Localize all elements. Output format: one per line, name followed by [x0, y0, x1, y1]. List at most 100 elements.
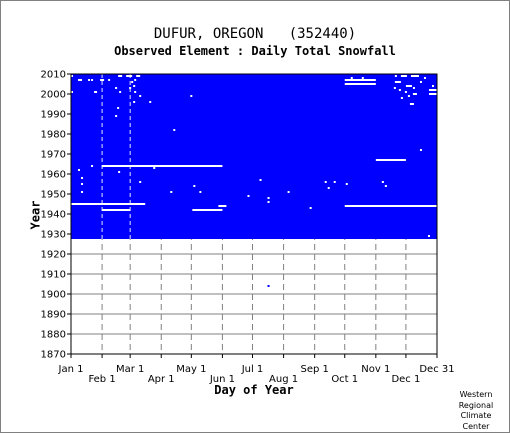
missing-day-mark	[361, 77, 364, 79]
missing-day-mark	[259, 179, 262, 181]
missing-day-mark	[134, 91, 137, 93]
credit-line: Western	[459, 390, 493, 399]
missing-day-mark	[129, 87, 132, 89]
y-tick-label: 1910	[41, 270, 66, 281]
missing-day-mark	[133, 101, 136, 103]
missing-range	[218, 205, 227, 207]
x-tick-label: Oct 1	[331, 374, 358, 385]
missing-day-mark	[139, 95, 142, 97]
credit-line: Climate	[460, 411, 492, 420]
missing-day-mark	[173, 129, 176, 131]
missing-day-mark	[81, 183, 84, 185]
missing-day-mark	[71, 75, 74, 77]
missing-range	[102, 209, 131, 211]
missing-day-mark	[108, 79, 111, 81]
missing-day-mark	[324, 181, 327, 183]
missing-day-mark	[412, 87, 415, 89]
x-tick-label: Mar 1	[116, 364, 144, 375]
missing-range	[102, 165, 223, 167]
x-tick-label: May 1	[176, 364, 206, 375]
missing-day-mark	[345, 183, 348, 185]
missing-day-mark	[407, 95, 410, 97]
credit-block: Western Regional Climate Center	[448, 390, 504, 432]
x-tick-label: Apr 1	[148, 374, 175, 385]
missing-day-mark	[267, 197, 270, 199]
y-tick-label: 1980	[41, 130, 66, 141]
missing-day-mark	[133, 85, 136, 87]
missing-day-mark	[119, 91, 122, 93]
data-coverage-block	[71, 74, 437, 239]
y-tick-label: 1920	[41, 250, 66, 261]
missing-day-mark	[81, 191, 84, 193]
missing-day-mark	[400, 97, 403, 99]
x-tick-label: Jan 1	[58, 364, 84, 375]
missing-day-mark	[149, 101, 152, 103]
missing-range	[94, 91, 98, 93]
x-tick-label: Dec 31	[419, 364, 454, 375]
missing-day-mark	[139, 181, 142, 183]
missing-range	[394, 81, 401, 83]
missing-range	[375, 159, 406, 161]
missing-day-mark	[78, 169, 81, 171]
missing-range	[136, 75, 141, 77]
y-tick-label: 1880	[41, 330, 66, 341]
y-tick-label: 2010	[41, 70, 66, 81]
missing-day-mark	[71, 91, 74, 93]
missing-day-mark	[393, 87, 396, 89]
missing-day-mark	[134, 79, 137, 81]
missing-range	[405, 85, 412, 87]
missing-day-mark	[419, 81, 422, 83]
missing-day-mark	[419, 149, 422, 151]
missing-day-mark	[91, 165, 94, 167]
missing-range	[400, 75, 407, 77]
x-tick-label: Jun 1	[209, 374, 235, 385]
x-tick-label: Aug 1	[269, 374, 298, 385]
missing-range	[78, 79, 83, 81]
y-tick-label: 1930	[41, 230, 66, 241]
missing-day-mark	[350, 77, 353, 79]
missing-range	[410, 75, 419, 77]
chart-title: DUFUR, OREGON (352440)	[153, 26, 357, 42]
missing-day-mark	[91, 79, 94, 81]
missing-range	[71, 203, 146, 205]
missing-range	[428, 89, 437, 91]
x-tick-label: Dec 1	[391, 374, 420, 385]
credit-line: Regional	[458, 400, 494, 410]
missing-day-mark	[117, 107, 120, 109]
x-tick-label: Jul 1	[241, 364, 264, 375]
missing-day-mark	[118, 171, 121, 173]
y-tick-label: 1960	[41, 170, 66, 181]
missing-day-mark	[115, 115, 118, 117]
x-axis-label: Day of Year	[214, 383, 294, 397]
missing-day-mark	[115, 87, 118, 89]
missing-day-mark	[398, 89, 401, 91]
missing-range	[344, 205, 437, 207]
missing-range	[344, 83, 376, 85]
missing-day-mark	[81, 177, 84, 179]
missing-day-mark	[423, 77, 426, 79]
missing-day-mark	[88, 79, 91, 81]
y-tick-label: 1970	[41, 150, 66, 161]
missing-day-mark	[309, 207, 312, 209]
missing-day-mark	[287, 191, 290, 193]
missing-range	[118, 75, 123, 77]
missing-range	[344, 79, 376, 81]
missing-day-mark	[381, 181, 384, 183]
missing-day-mark	[193, 185, 196, 187]
credit-line: Center	[462, 421, 490, 431]
chart-subtitle: Observed Element : Daily Total Snowfall	[114, 44, 396, 58]
missing-range	[192, 209, 223, 211]
missing-day-mark	[333, 181, 336, 183]
missing-range	[409, 103, 414, 105]
missing-day-mark	[247, 195, 250, 197]
missing-range	[412, 93, 417, 95]
missing-day-mark	[394, 75, 397, 77]
missing-range	[126, 75, 133, 77]
y-tick-label: 2000	[41, 90, 66, 101]
x-tick-label: Sep 1	[300, 364, 328, 375]
y-tick-label: 1990	[41, 110, 66, 121]
x-tick-label: Feb 1	[88, 374, 115, 385]
missing-day-mark	[131, 81, 134, 83]
